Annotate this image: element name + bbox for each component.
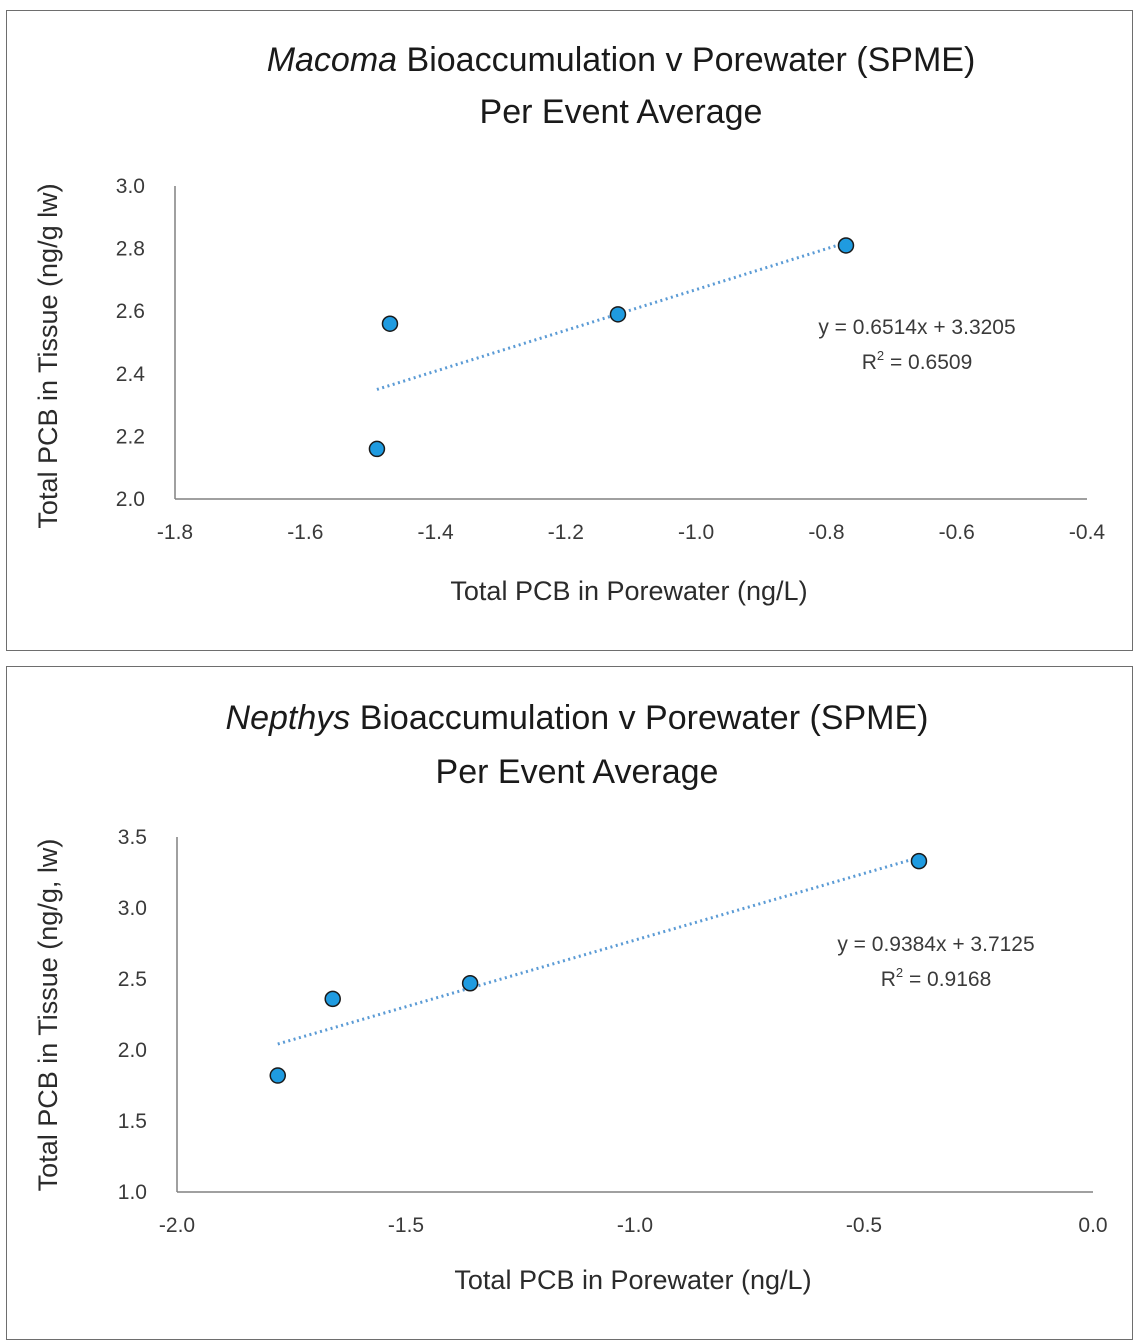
r-squared-prefix: R	[881, 968, 896, 991]
data-point	[837, 237, 855, 254]
y-tick-label: 1.5	[118, 1110, 147, 1133]
y-tick-label: 2.8	[116, 238, 145, 261]
trendline-r-squared: R2 = 0.6509	[862, 348, 973, 374]
chart-title: Macoma Bioaccumulation v Porewater (SPME…	[267, 41, 976, 79]
r-squared-superscript: 2	[896, 965, 903, 980]
r-squared-prefix: R	[862, 351, 877, 374]
data-point	[368, 440, 386, 458]
x-tick-label: -2.0	[159, 1214, 195, 1237]
x-tick-label: -1.2	[548, 521, 584, 544]
data-point	[324, 990, 341, 1008]
chart-title: Nepthys Bioaccumulation v Porewater (SPM…	[226, 699, 929, 737]
y-tick-label: 2.0	[118, 1039, 147, 1062]
chart-subtitle: Per Event Average	[436, 753, 719, 791]
chart-title-rest: Bioaccumulation v Porewater (SPME)	[350, 699, 928, 737]
x-tick-label: -0.5	[846, 1214, 882, 1237]
chart-title-rest: Bioaccumulation v Porewater (SPME)	[397, 41, 975, 79]
y-tick-label: 2.5	[118, 968, 147, 991]
data-point	[461, 975, 479, 992]
trendline-equation: y = 0.9384x + 3.7125	[837, 933, 1034, 956]
data-point	[910, 852, 928, 870]
x-tick-label: 0.0	[1078, 1214, 1107, 1237]
data-point	[381, 315, 399, 332]
trendline-r-squared: R2 = 0.9168	[881, 965, 992, 991]
chart-nepthys: Nepthys Bioaccumulation v Porewater (SPM…	[33, 699, 1108, 1295]
x-axis-title: Total PCB in Porewater (ng/L)	[450, 576, 807, 606]
x-tick-label: -1.0	[678, 521, 714, 544]
y-tick-label: 2.4	[116, 363, 146, 386]
x-axis-title: Total PCB in Porewater (ng/L)	[454, 1265, 811, 1295]
r-squared-superscript: 2	[877, 348, 884, 363]
chart-subtitle: Per Event Average	[480, 93, 763, 131]
y-tick-label: 1.0	[118, 1181, 147, 1204]
trendline	[277, 856, 920, 1046]
r-squared-value: = 0.6509	[884, 351, 972, 374]
y-axis-title: Total PCB in Tissue (ng/g, lw)	[33, 839, 63, 1192]
y-tick-label: 3.0	[116, 175, 145, 198]
y-tick-label: 3.5	[118, 826, 147, 849]
y-tick-label: 2.2	[116, 425, 145, 448]
y-tick-label: 3.0	[118, 897, 147, 920]
x-tick-label: -1.6	[287, 521, 323, 544]
x-tick-label: -1.0	[617, 1214, 653, 1237]
x-tick-label: -0.6	[939, 521, 975, 544]
x-tick-label: -1.5	[388, 1214, 424, 1237]
y-axis-title: Total PCB in Tissue (ng/g lw)	[33, 183, 63, 528]
trendline-equation: y = 0.6514x + 3.3205	[818, 316, 1015, 339]
data-point	[269, 1067, 287, 1084]
chart-panel-macoma: Macoma Bioaccumulation v Porewater (SPME…	[6, 10, 1133, 651]
y-tick-label: 2.0	[116, 488, 145, 511]
data-point	[609, 306, 627, 323]
y-tick-label: 2.6	[116, 300, 145, 323]
chart-macoma: Macoma Bioaccumulation v Porewater (SPME…	[33, 41, 1106, 606]
chart-panel-nepthys: Nepthys Bioaccumulation v Porewater (SPM…	[6, 666, 1133, 1340]
chart-title-species: Macoma	[267, 41, 397, 79]
x-tick-label: -0.8	[808, 521, 844, 544]
chart-title-species: Nepthys	[226, 699, 351, 737]
x-tick-label: -1.4	[417, 521, 454, 544]
r-squared-value: = 0.9168	[903, 968, 991, 991]
x-tick-label: -1.8	[157, 521, 193, 544]
x-tick-label: -0.4	[1069, 521, 1106, 544]
